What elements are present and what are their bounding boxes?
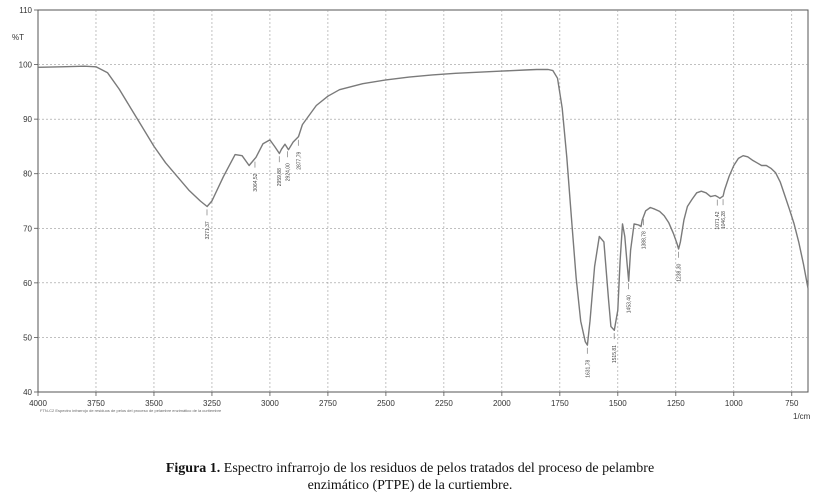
x-tick-label: 750 <box>785 399 799 408</box>
peak-label: 1071,42 <box>715 211 721 229</box>
caption-text-1: Espectro infrarrojo de los residuos de p… <box>223 461 655 476</box>
y-tick-label: 80 <box>23 170 32 179</box>
x-tick-label: 2250 <box>435 399 453 408</box>
gridlines <box>34 9 808 396</box>
x-tick-label: 3000 <box>261 399 279 408</box>
peak-label: 2959,88 <box>277 168 283 186</box>
peak-label: 1238,30 <box>677 263 683 281</box>
x-tick-label: 3500 <box>145 399 163 408</box>
x-tick-label: 3250 <box>203 399 221 408</box>
y-tick-label: 70 <box>23 224 32 233</box>
plot-frame <box>37 9 809 393</box>
y-tick-label: 50 <box>23 333 32 342</box>
caption-label: Figura 1. <box>165 461 221 476</box>
footnote: FTN-C2 Espectro infrarrojo de residuos d… <box>40 408 222 413</box>
peak-label: 2924,00 <box>286 163 292 181</box>
axis-tick-labels: 4000 3750 3500 3250 3000 2750 2500 2250 2000 1750… <box>19 6 799 408</box>
x-tick-label: 2500 <box>377 399 395 408</box>
x-tick-label: 1250 <box>667 399 685 408</box>
caption-line-1: Figura 1. Espectro infrarrojo de los res… <box>0 460 820 477</box>
peak-label: 1631,78 <box>585 359 591 377</box>
x-tick-label: 2000 <box>493 399 511 408</box>
x-tick-label: 1000 <box>725 399 743 408</box>
peak-label: 3064,52 <box>253 173 259 191</box>
x-tick-label: 3750 <box>87 399 105 408</box>
peak-label: 2877,79 <box>296 152 302 170</box>
x-tick-label: 1500 <box>609 399 627 408</box>
x-tick-label: 4000 <box>29 399 47 408</box>
y-tick-label: 40 <box>23 388 32 397</box>
x-axis-unit-label: 1/cm <box>793 412 811 421</box>
peak-label: 1515,81 <box>612 345 618 363</box>
x-tick-label: 1750 <box>551 399 569 408</box>
peak-label: 1388,78 <box>642 231 648 249</box>
peak-label: 1046,28 <box>721 211 727 229</box>
y-tick-label: 100 <box>19 61 33 70</box>
spectrum-line <box>37 65 809 346</box>
x-tick-label: 2750 <box>319 399 337 408</box>
y-axis-label: %T <box>12 33 24 42</box>
y-tick-label: 60 <box>23 279 32 288</box>
y-tick-label: 110 <box>19 6 32 15</box>
figure-caption: Figura 1. Espectro infrarrojo de los res… <box>0 460 820 494</box>
caption-line-2: enzimático (PTPE) de la curtiembre. <box>307 478 513 493</box>
y-tick-label: 90 <box>23 115 32 124</box>
peak-label: 3271,37 <box>205 221 211 239</box>
peak-labels: 3271,37 3064,52 2959,88 2924,00 2877,79 1631,… <box>205 139 727 378</box>
peak-label: 1453,40 <box>627 295 633 313</box>
